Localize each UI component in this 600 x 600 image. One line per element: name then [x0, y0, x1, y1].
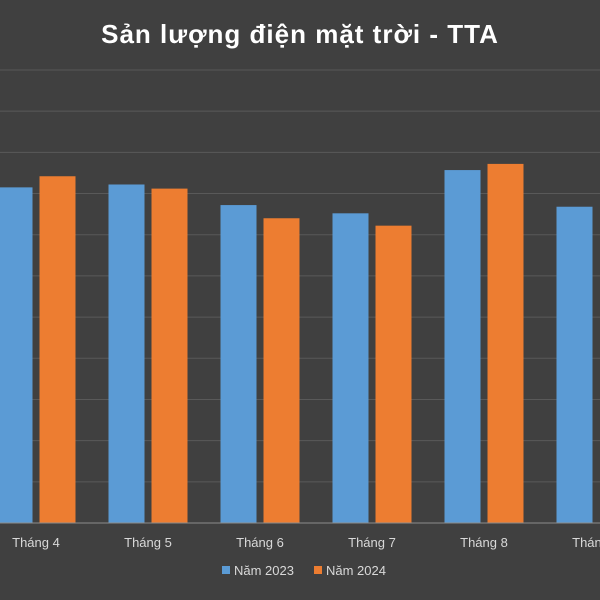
bar-nam-2023-7: [332, 213, 369, 523]
bar-nam-2023-5: [108, 184, 145, 523]
legend-label: Năm 2023: [234, 563, 294, 578]
x-tick-label: Tháng 7: [348, 535, 396, 550]
legend-label: Năm 2024: [326, 563, 386, 578]
bar-nam-2024-6: [263, 218, 300, 523]
gridlines: [0, 69, 600, 483]
bar-nam-2023-6: [220, 205, 257, 524]
x-tick-label: Tháng 8: [460, 535, 508, 550]
bar-nam-2024-5: [151, 188, 188, 523]
bar-nam-2023-8: [444, 170, 481, 523]
x-tick-label: Tháng 4: [12, 535, 60, 550]
x-tick-label: Tháng 5: [124, 535, 172, 550]
x-tick-label: Tháng 9: [572, 535, 600, 550]
bar-nam-2024-7: [375, 225, 412, 523]
legend: Năm 2023 Năm 2024: [222, 563, 386, 578]
legend-swatch: [222, 566, 230, 574]
bar-nam-2024-4: [39, 176, 76, 523]
bars: [0, 163, 593, 524]
x-tick-label: Tháng 6: [236, 535, 284, 550]
legend-swatch: [314, 566, 322, 574]
bar-nam-2023-4: [0, 187, 33, 524]
chart-title: Sản lượng điện mặt trời - TTA: [101, 19, 499, 49]
x-axis-tick-labels: Tháng 4 Tháng 5 Tháng 6 Tháng 7 Tháng 8 Tháng…: [12, 535, 600, 550]
bar-nam-2023-9: [556, 206, 593, 523]
bar-nam-2024-8: [487, 163, 524, 524]
